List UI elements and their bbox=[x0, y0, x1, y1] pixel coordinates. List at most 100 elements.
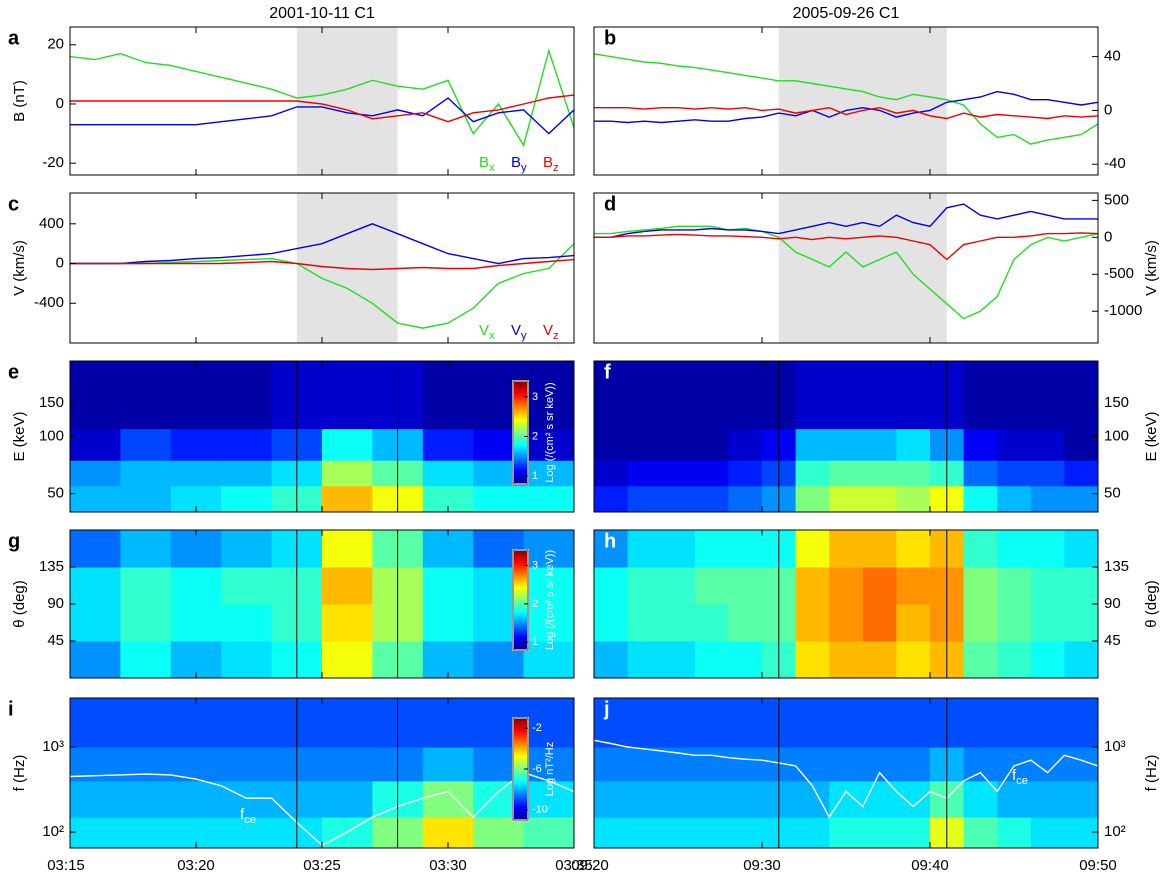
y-axis-label: V (km/s) bbox=[11, 240, 28, 296]
heatmap-cell bbox=[661, 567, 695, 605]
y-tick-label: 50 bbox=[47, 485, 64, 502]
heatmap-cell bbox=[120, 429, 171, 461]
panel-label: b bbox=[604, 27, 616, 49]
heatmap-cell bbox=[423, 698, 474, 748]
heatmap-cell bbox=[628, 361, 662, 429]
panel-label: i bbox=[8, 698, 14, 720]
plot-area bbox=[594, 193, 1098, 343]
heatmap-cell bbox=[863, 641, 897, 679]
panel: 10²10³03:1503:2003:2503:3003:35if (Hz)fc… bbox=[8, 698, 593, 874]
heatmap-cell bbox=[695, 486, 729, 513]
heatmap-cell bbox=[1064, 781, 1098, 818]
heatmap-cell bbox=[70, 460, 121, 486]
heatmap-cell bbox=[1064, 460, 1098, 486]
heatmap-cell bbox=[120, 567, 171, 605]
plot-area bbox=[70, 27, 574, 175]
heatmap-cell bbox=[695, 604, 729, 642]
heatmap-cell bbox=[70, 530, 121, 568]
heatmap-cell bbox=[829, 747, 863, 781]
heatmap-cell bbox=[997, 530, 1031, 568]
colorbar-label: Log (/(cm² s sr keV)) bbox=[544, 382, 556, 482]
heatmap-cell bbox=[829, 641, 863, 679]
y-tick-label: 135 bbox=[39, 558, 64, 575]
heatmap-cell bbox=[70, 429, 121, 461]
panel-label: e bbox=[8, 361, 19, 383]
heatmap-cell bbox=[863, 460, 897, 486]
x-tick-label: 09:30 bbox=[743, 857, 781, 874]
y-tick-label: 45 bbox=[1104, 632, 1121, 649]
heatmap-cell bbox=[728, 486, 762, 513]
heatmap-cell bbox=[1031, 530, 1065, 568]
y-tick-label: 135 bbox=[1104, 558, 1129, 575]
y-tick-label: 0 bbox=[56, 95, 64, 112]
x-tick-label: 03:30 bbox=[429, 857, 467, 874]
colorbar-tick-label: -2 bbox=[532, 722, 542, 734]
y-tick-label: 0 bbox=[1104, 101, 1112, 118]
heatmap-cell bbox=[322, 361, 373, 429]
heatmap-cell bbox=[728, 530, 762, 568]
heatmap-cell bbox=[221, 361, 272, 429]
panel-label: f bbox=[604, 361, 611, 383]
heatmap-cell bbox=[473, 817, 524, 848]
heatmap-cell bbox=[1031, 429, 1065, 461]
colorbar-tick-label: -6 bbox=[532, 763, 542, 775]
heatmap-cell bbox=[728, 781, 762, 818]
heatmap-cell bbox=[1031, 361, 1065, 429]
heatmap-cell bbox=[322, 429, 373, 461]
heatmap-cell bbox=[120, 698, 171, 748]
y-tick-label: -400 bbox=[34, 294, 64, 311]
y-tick-label: 150 bbox=[1104, 394, 1129, 411]
heatmap-cell bbox=[70, 698, 121, 748]
x-tick-label: 09:40 bbox=[911, 857, 949, 874]
heatmap-cell bbox=[423, 604, 474, 642]
heatmap-cell bbox=[964, 604, 998, 642]
y-tick-label: -40 bbox=[1104, 155, 1126, 172]
heatmap-cell bbox=[423, 361, 474, 429]
heatmap-cell bbox=[997, 486, 1031, 513]
panel: -1000-5000500dV (km/s) bbox=[594, 191, 1160, 343]
heatmap-cell bbox=[594, 781, 628, 818]
heatmap-cell bbox=[1031, 486, 1065, 513]
heatmap-cell bbox=[964, 817, 998, 848]
heatmap-cell bbox=[964, 530, 998, 568]
heatmap-cell bbox=[322, 567, 373, 605]
heatmap-cell bbox=[171, 567, 222, 605]
heatmap-cell bbox=[796, 604, 830, 642]
x-tick-label: 03:25 bbox=[303, 857, 341, 874]
legend-entry: Vy bbox=[511, 322, 527, 342]
heatmap-cell bbox=[796, 530, 830, 568]
heatmap-cell bbox=[628, 429, 662, 461]
heatmap-cell bbox=[70, 361, 121, 429]
heatmap-cell bbox=[863, 817, 897, 848]
heatmap-cell bbox=[829, 781, 863, 818]
heatmap-cell bbox=[863, 530, 897, 568]
heatmap-cell bbox=[221, 486, 272, 513]
y-tick-label: 90 bbox=[1104, 595, 1121, 612]
heatmap-cell bbox=[628, 567, 662, 605]
heatmap-cell bbox=[829, 460, 863, 486]
heatmap-cell bbox=[863, 604, 897, 642]
heatmap-cell bbox=[728, 817, 762, 848]
heatmap-cell bbox=[997, 361, 1031, 429]
heatmap-cell bbox=[594, 361, 628, 429]
panel: -20020a2001-10-11 C1B (nT)BxByBz bbox=[8, 5, 574, 175]
heatmap-cell bbox=[695, 698, 729, 748]
heatmap-cell bbox=[171, 698, 222, 748]
heatmap-cell bbox=[896, 486, 930, 513]
heatmap-cell bbox=[322, 604, 373, 642]
heatmap-cell bbox=[661, 429, 695, 461]
heatmap-cell bbox=[997, 604, 1031, 642]
shaded-interval bbox=[779, 27, 947, 175]
heatmap-cell bbox=[896, 530, 930, 568]
heatmap-cell bbox=[120, 530, 171, 568]
heatmap-cell bbox=[1064, 486, 1098, 513]
y-tick-label: 40 bbox=[1104, 48, 1121, 65]
legend-entry: Bx bbox=[479, 154, 495, 174]
column-title: 2005-09-26 C1 bbox=[793, 5, 900, 22]
heatmap-cell bbox=[796, 429, 830, 461]
heatmap-cell bbox=[628, 747, 662, 781]
heatmap-cell bbox=[322, 641, 373, 679]
heatmap-cell bbox=[594, 641, 628, 679]
heatmap-cell bbox=[695, 429, 729, 461]
